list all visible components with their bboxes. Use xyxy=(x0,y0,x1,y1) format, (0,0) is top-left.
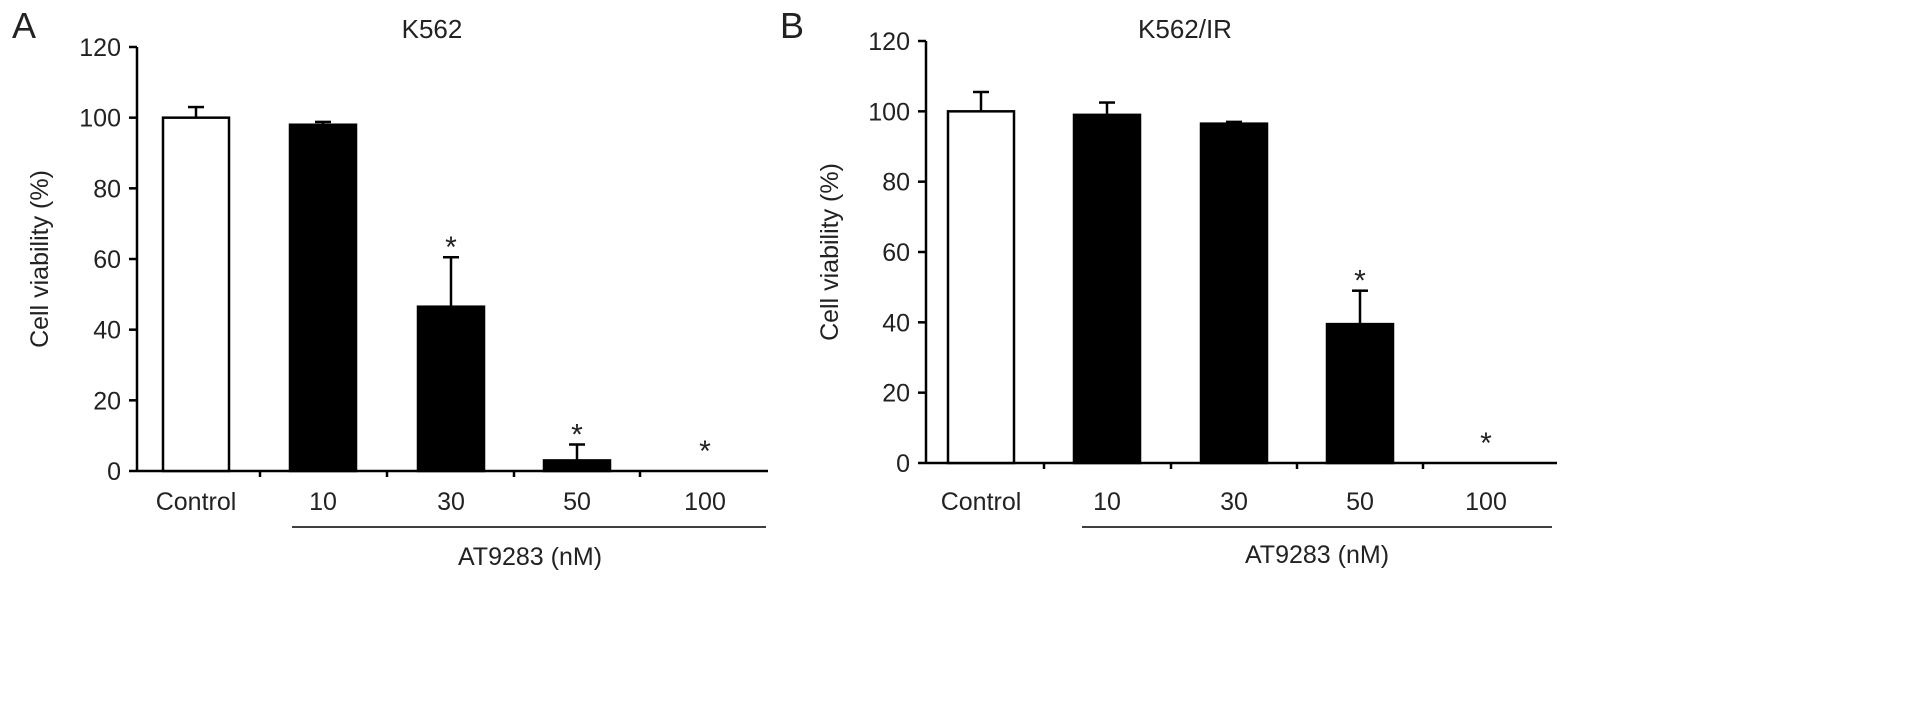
x-axis-label: AT9283 (nM) xyxy=(458,543,602,571)
x-tick-label: 50 xyxy=(1346,488,1374,516)
x-tick-label: 30 xyxy=(437,488,465,516)
panel-label: B xyxy=(780,5,804,46)
y-tick-label: 40 xyxy=(882,309,910,337)
y-tick-label: 120 xyxy=(79,34,121,62)
significance-marker: * xyxy=(1354,265,1366,298)
bar-30 xyxy=(416,305,486,473)
x-tick-label: Control xyxy=(941,488,1022,516)
y-tick-label: 60 xyxy=(882,239,910,267)
bar-10 xyxy=(1072,113,1142,465)
x-tick-label: 100 xyxy=(684,488,726,516)
y-tick-label: 120 xyxy=(868,28,910,56)
y-tick-label: 20 xyxy=(93,387,121,415)
x-tick-label: Control xyxy=(156,488,237,516)
y-axis-label: Cell viability (%) xyxy=(816,163,844,341)
bar-10 xyxy=(288,123,358,473)
panel-a: A K562 0 20 40 60 80 100 120 Cell viability (%) Co… xyxy=(12,5,768,571)
chart-title: K562/IR xyxy=(1138,14,1232,44)
y-tick-label: 80 xyxy=(882,169,910,197)
x-axis-label: AT9283 (nM) xyxy=(1245,541,1389,569)
panel-b: B K562/IR 0 20 40 60 80 100 120 Cell viability (%… xyxy=(780,5,1557,569)
x-tick-label: 10 xyxy=(309,488,337,516)
panel-label: A xyxy=(12,5,36,46)
x-tick-label: 10 xyxy=(1093,488,1121,516)
x-tick-label: 50 xyxy=(563,488,591,516)
y-tick-label: 100 xyxy=(79,105,121,133)
y-tick-label: 80 xyxy=(93,175,121,203)
bar-50 xyxy=(1325,322,1395,465)
y-tick-label: 20 xyxy=(882,380,910,408)
chart-title: K562 xyxy=(402,14,463,44)
bar-50 xyxy=(542,459,612,473)
bar-control xyxy=(161,116,231,473)
bar-control xyxy=(946,110,1016,465)
y-tick-label: 0 xyxy=(896,450,910,478)
y-tick-label: 40 xyxy=(93,317,121,345)
significance-marker: * xyxy=(1480,427,1492,460)
x-tick-label: 30 xyxy=(1220,488,1248,516)
y-tick-label: 60 xyxy=(93,246,121,274)
y-tick-label: 100 xyxy=(868,98,910,126)
bar-30 xyxy=(1199,122,1269,465)
significance-marker: * xyxy=(571,419,583,452)
significance-marker: * xyxy=(445,231,457,264)
x-tick-label: 100 xyxy=(1465,488,1507,516)
y-tick-label: 0 xyxy=(107,458,121,486)
y-axis-label: Cell viability (%) xyxy=(26,170,54,348)
significance-marker: * xyxy=(699,435,711,468)
